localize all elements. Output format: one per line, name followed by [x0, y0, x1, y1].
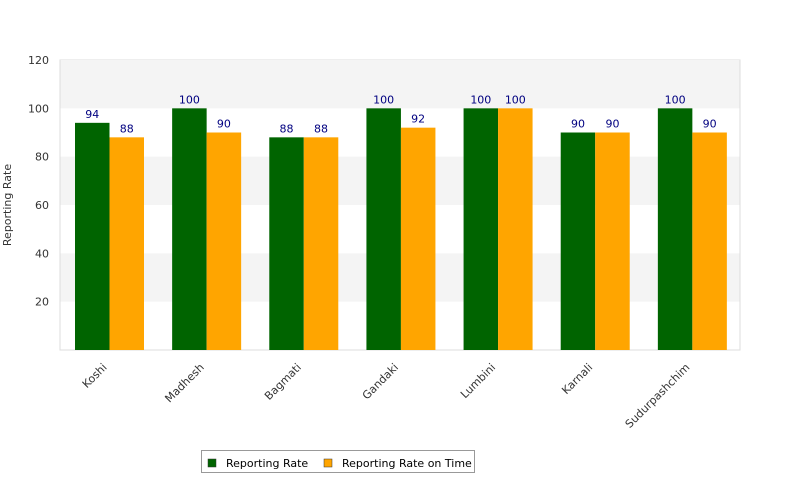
data-label: 90 [703, 118, 717, 131]
bar[interactable] [109, 137, 145, 350]
bar[interactable] [657, 108, 693, 350]
data-label: 90 [217, 118, 231, 131]
data-label: 100 [373, 93, 394, 106]
x-category-label: Madhesh [162, 361, 206, 405]
legend-item[interactable]: Reporting Rate [207, 457, 308, 470]
bar[interactable] [400, 127, 436, 351]
data-label: 90 [605, 118, 619, 131]
bar[interactable] [75, 122, 110, 350]
x-category-label: Karnali [559, 361, 595, 397]
y-axis-ticks: 20 40 60 80 100 120 [28, 54, 49, 309]
bar[interactable] [463, 108, 499, 350]
x-category-label: Lumbini [458, 361, 498, 401]
data-label: 88 [280, 122, 294, 135]
grid-band [60, 60, 740, 109]
legend-swatch [207, 458, 217, 468]
x-axis-categories: Koshi Madhesh Bagmati Gandaki Lumbini Karnali… [80, 361, 693, 431]
y-axis-title: Reporting Rate [1, 164, 14, 246]
bar[interactable] [498, 108, 533, 350]
x-category-label: Gandaki [360, 361, 401, 402]
legend-item[interactable]: Reporting Rate on Time [323, 457, 472, 470]
data-label: 88 [120, 122, 134, 135]
bar[interactable] [269, 137, 304, 350]
bars [75, 108, 727, 351]
legend[interactable]: Reporting Rate Reporting Rate on Time [201, 450, 475, 473]
bar[interactable] [595, 132, 630, 351]
data-label: 100 [179, 93, 200, 106]
y-tick-label: 120 [28, 54, 49, 67]
y-tick-label: 100 [28, 102, 49, 115]
bar[interactable] [560, 132, 596, 351]
legend-box [201, 450, 475, 473]
legend-label: Reporting Rate [226, 457, 308, 470]
data-label: 94 [85, 108, 99, 121]
bar[interactable] [366, 108, 401, 350]
legend-label: Reporting Rate on Time [342, 457, 472, 470]
data-label: 100 [505, 93, 526, 106]
data-label: 100 [470, 93, 491, 106]
data-labels: 94 88 100 90 88 88 100 92 100 100 90 90 100 90 [85, 93, 716, 135]
bar[interactable] [172, 108, 207, 350]
data-label: 92 [411, 113, 425, 126]
data-label: 100 [665, 93, 686, 106]
data-label: 90 [571, 118, 585, 131]
y-tick-label: 60 [35, 199, 49, 212]
y-tick-label: 80 [35, 151, 49, 164]
bar[interactable] [692, 132, 727, 351]
bar[interactable] [206, 132, 242, 351]
x-category-label: Sudurpashchim [623, 361, 693, 431]
data-label: 88 [314, 122, 328, 135]
y-tick-label: 20 [35, 296, 49, 309]
legend-swatch [323, 458, 333, 468]
x-category-label: Koshi [80, 361, 110, 391]
x-category-label: Bagmati [262, 361, 304, 403]
bar[interactable] [303, 137, 339, 350]
y-tick-label: 40 [35, 247, 49, 260]
